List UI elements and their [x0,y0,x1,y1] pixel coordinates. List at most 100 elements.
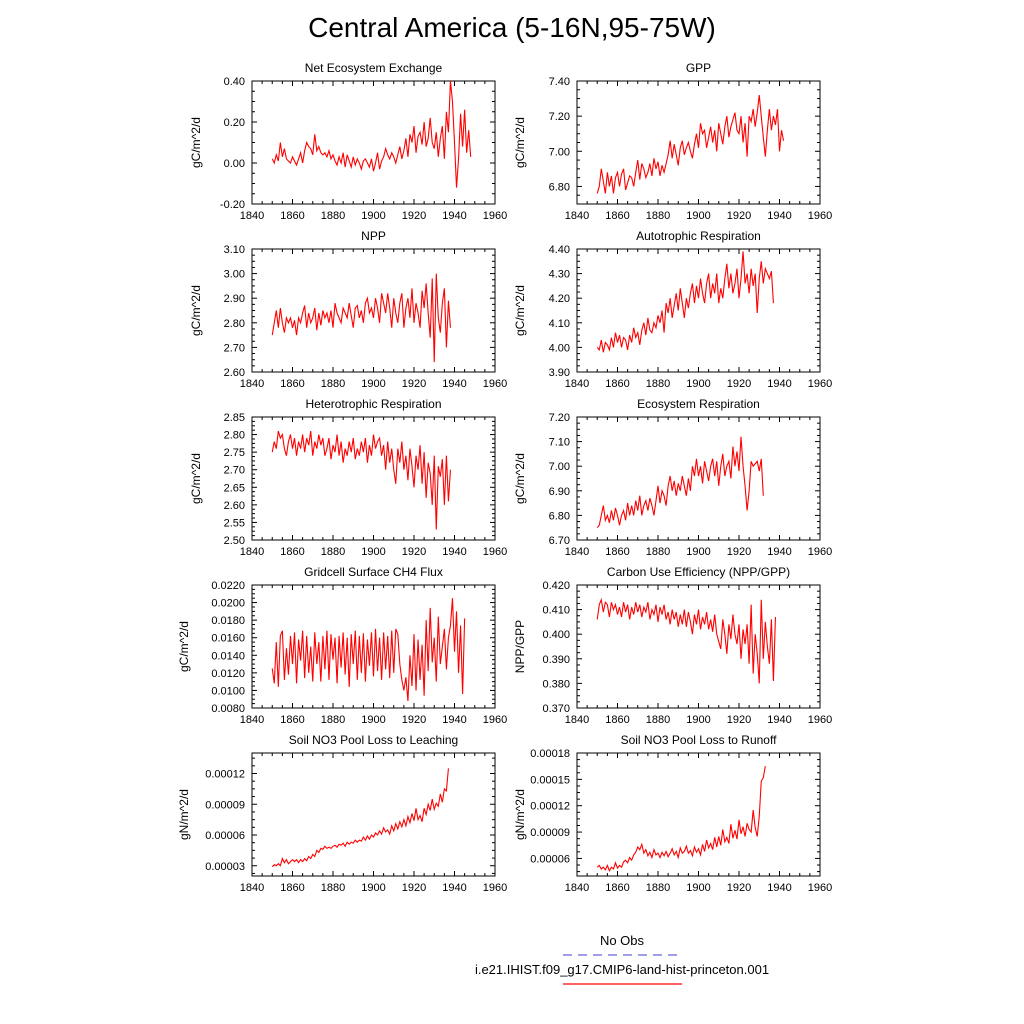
panel-gpp: GPP 1840 1860 1880 1900 1920 1940 1960 6.80 7.00 7… [513,61,832,222]
series-line-model [271,80,472,188]
x-tick-label: 1920 [727,714,751,726]
x-tick-label: 1900 [361,882,385,894]
panel-title: Heterotrophic Respiration [305,397,441,411]
x-tick-label: 1860 [605,714,629,726]
y-axis-label: gN/m^2/d [513,789,527,840]
x-tick-label: 1960 [808,882,832,894]
x-tick-label: 1880 [321,882,345,894]
x-tick-label: 1960 [483,546,507,558]
x-tick-label: 1860 [280,210,304,222]
panel-heterotrophic-respiration: Heterotrophic Respiration 1840 1860 1880 190… [189,397,507,558]
y-tick-label: 0.420 [542,580,570,592]
x-tick-label: 1940 [442,546,466,558]
x-tick-label: 1860 [280,882,304,894]
y-tick-label: 0.0100 [211,685,245,697]
x-tick-label: 1940 [442,714,466,726]
x-tick-label: 1920 [402,546,426,558]
x-tick-label: 1960 [483,378,507,390]
y-tick-label: 0.00003 [205,861,245,873]
series-line-model [596,94,785,194]
x-tick-label: 1860 [605,546,629,558]
y-tick-label: 0.40 [224,76,245,88]
y-tick-label: 4.10 [549,318,570,330]
y-axis-label: gC/m^2/d [513,453,527,504]
y-tick-label: 2.80 [224,318,245,330]
x-tick-label: 1900 [686,210,710,222]
x-tick-label: 1840 [565,714,589,726]
x-tick-label: 1940 [442,378,466,390]
y-tick-label: 2.50 [224,535,245,547]
x-tick-label: 1920 [727,210,751,222]
panel-soil-no3-pool-loss-to-leaching: Soil NO3 Pool Loss to Leaching 1840 1860 18… [177,733,507,894]
panel-title: Ecosystem Respiration [637,397,760,411]
panel-soil-no3-pool-loss-to-runoff: Soil NO3 Pool Loss to Runoff 1840 1860 1880… [513,733,832,894]
y-tick-label: 0.0080 [211,703,245,715]
panel-ecosystem-respiration: Ecosystem Respiration 1840 1860 1880 1900 192… [513,397,832,558]
y-tick-label: 0.00006 [205,830,245,842]
series-line-model [271,430,451,530]
y-tick-label: 0.0140 [211,650,245,662]
x-tick-label: 1920 [402,882,426,894]
y-tick-label: 6.90 [549,486,570,498]
x-tick-label: 1900 [361,378,385,390]
panel-title: Soil NO3 Pool Loss to Runoff [621,733,778,747]
x-tick-label: 1840 [565,882,589,894]
x-tick-label: 1920 [727,378,751,390]
x-tick-label: 1920 [727,882,751,894]
x-tick-label: 1880 [321,210,345,222]
x-tick-label: 1860 [605,210,629,222]
y-tick-label: 7.10 [549,437,570,449]
x-tick-label: 1920 [402,714,426,726]
panel-title: Net Ecosystem Exchange [305,61,443,75]
x-tick-label: 1840 [240,546,264,558]
series-line-model [596,251,774,353]
y-tick-label: 0.00012 [530,801,570,813]
y-tick-label: 0.400 [542,629,570,641]
y-tick-label: 7.20 [549,111,570,123]
y-tick-label: 6.80 [549,181,570,193]
x-tick-label: 1840 [240,378,264,390]
panel-gridcell-surface-ch4-flux: Gridcell Surface CH4 Flux 1840 1860 1880 190… [177,565,507,726]
x-tick-label: 1880 [646,378,670,390]
y-tick-label: 0.20 [224,117,245,129]
panel-title: Carbon Use Efficiency (NPP/GPP) [607,565,790,579]
x-tick-label: 1940 [767,714,791,726]
x-tick-label: 1940 [442,210,466,222]
y-tick-label: 0.00009 [205,799,245,811]
x-tick-label: 1860 [280,714,304,726]
x-tick-label: 1880 [646,546,670,558]
y-axis-label: gC/m^2/d [177,621,191,672]
x-tick-label: 1960 [483,714,507,726]
x-tick-label: 1900 [686,546,710,558]
panel-frame [251,752,496,877]
x-tick-label: 1860 [280,378,304,390]
x-tick-label: 1940 [767,378,791,390]
panel-autotrophic-respiration: Autotrophic Respiration 1840 1860 1880 1900 1… [513,229,832,390]
series-line-model [271,273,451,363]
x-tick-label: 1900 [361,210,385,222]
y-tick-label: 0.390 [542,654,570,666]
panel-frame [251,80,496,205]
y-tick-label: 7.00 [549,146,570,158]
x-tick-label: 1860 [605,378,629,390]
y-tick-label: -0.20 [220,199,245,211]
panel-title: Gridcell Surface CH4 Flux [304,565,443,579]
x-tick-label: 1900 [361,714,385,726]
y-tick-label: 2.70 [224,342,245,354]
y-tick-label: 0.00015 [530,774,570,786]
series-line-model [271,598,466,702]
series-line-model [596,597,776,684]
y-axis-label: gC/m^2/d [513,285,527,336]
x-tick-label: 1880 [646,210,670,222]
y-tick-label: 6.80 [549,510,570,522]
panel-frame [251,248,496,373]
y-tick-label: 6.70 [549,535,570,547]
y-tick-label: 7.40 [549,76,570,88]
x-tick-label: 1860 [605,882,629,894]
y-tick-label: 0.00 [224,158,245,170]
y-axis-label: gC/m^2/d [189,453,203,504]
y-tick-label: 3.90 [549,367,570,379]
x-tick-label: 1940 [767,882,791,894]
panel-title: GPP [686,61,711,75]
y-tick-label: 4.00 [549,342,570,354]
